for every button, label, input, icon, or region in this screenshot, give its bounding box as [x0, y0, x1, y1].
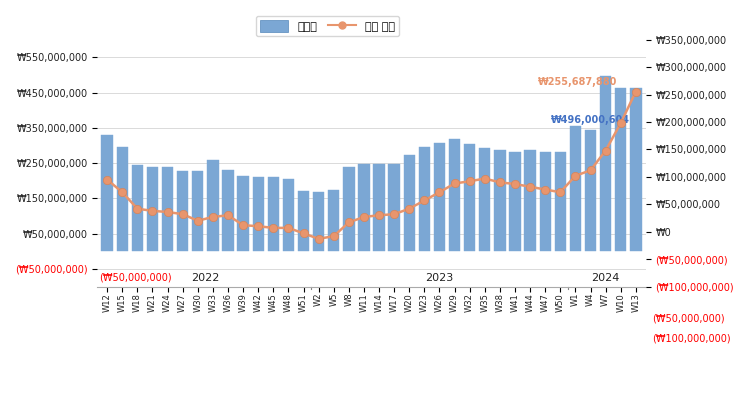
- Bar: [283, 179, 294, 251]
- Legend: 평가액, 누적 수익: 평가액, 누적 수익: [256, 16, 399, 36]
- Bar: [207, 160, 218, 251]
- Bar: [510, 152, 521, 251]
- Bar: [464, 144, 476, 251]
- Text: ₩255,687,880: ₩255,687,880: [539, 77, 617, 87]
- Bar: [570, 126, 581, 251]
- Bar: [403, 156, 415, 251]
- Bar: [494, 150, 505, 251]
- Text: 2024: 2024: [591, 273, 620, 283]
- Bar: [238, 176, 249, 251]
- Bar: [539, 152, 551, 251]
- Bar: [267, 177, 279, 251]
- Bar: [328, 190, 340, 251]
- Bar: [434, 143, 445, 251]
- Text: 2022: 2022: [191, 273, 219, 283]
- Text: ₩496,000,604: ₩496,000,604: [551, 115, 630, 125]
- Bar: [177, 171, 189, 251]
- Bar: [419, 147, 430, 251]
- Bar: [147, 167, 158, 251]
- Bar: [343, 167, 354, 251]
- Bar: [554, 152, 566, 251]
- Bar: [102, 135, 113, 251]
- Bar: [479, 148, 490, 251]
- Bar: [374, 164, 385, 251]
- Text: (₩50,000,000): (₩50,000,000): [100, 273, 172, 283]
- Text: 2023: 2023: [425, 273, 453, 283]
- Bar: [132, 165, 143, 251]
- Bar: [298, 191, 309, 251]
- Bar: [525, 150, 536, 251]
- Bar: [358, 164, 369, 251]
- Bar: [222, 170, 233, 251]
- Bar: [585, 130, 596, 251]
- Bar: [449, 139, 460, 251]
- Text: (₩100,000,000): (₩100,000,000): [652, 334, 730, 343]
- Bar: [313, 193, 324, 251]
- Bar: [600, 76, 611, 251]
- Bar: [630, 88, 641, 251]
- Bar: [389, 164, 400, 251]
- Bar: [615, 88, 626, 251]
- Bar: [117, 147, 128, 251]
- Bar: [192, 171, 204, 251]
- Text: (₩50,000,000): (₩50,000,000): [652, 314, 724, 324]
- Bar: [162, 168, 173, 251]
- Bar: [253, 177, 264, 251]
